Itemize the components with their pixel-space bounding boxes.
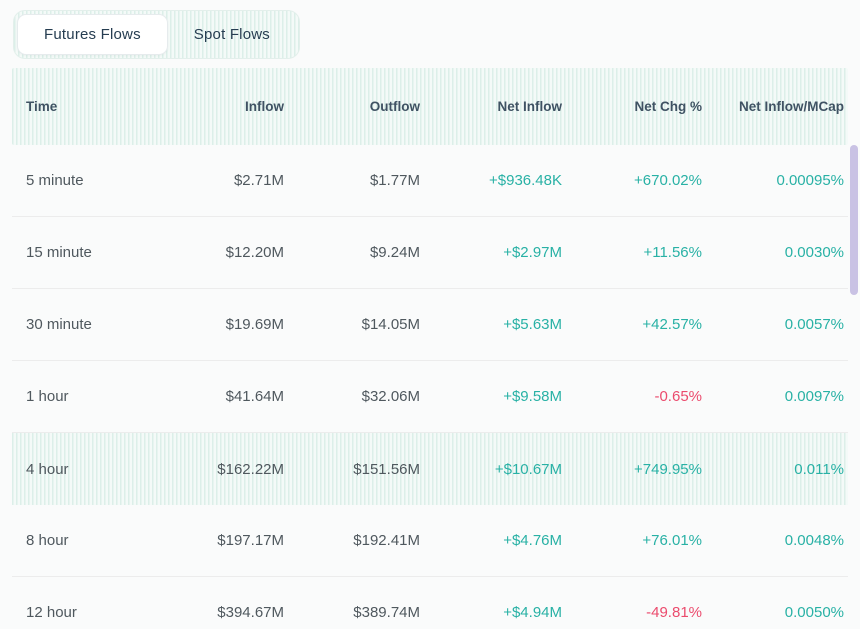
flows-tabs: Futures Flows Spot Flows <box>13 10 300 59</box>
cell-net-inflow-mcap: 0.00095% <box>776 172 844 189</box>
cell-net-inflow: +$9.58M <box>503 388 562 405</box>
cell-inflow: $19.69M <box>225 316 284 333</box>
cell-net-inflow-mcap: 0.0050% <box>784 604 844 621</box>
cell-net-inflow-mcap: 0.0057% <box>784 316 844 333</box>
table-row[interactable]: 15 minute $12.20M $9.24M +$2.97M +11.56% 0.00… <box>12 217 848 289</box>
cell-outflow: $1.77M <box>369 172 420 189</box>
cell-net-chg: -49.81% <box>646 604 702 621</box>
cell-inflow: $2.71M <box>233 172 284 189</box>
cell-net-inflow: +$4.94M <box>503 604 562 621</box>
cell-outflow: $32.06M <box>361 388 420 405</box>
cell-net-inflow: +$5.63M <box>503 316 562 333</box>
cell-time: 12 hour <box>26 604 77 621</box>
cell-time: 1 hour <box>26 388 69 405</box>
cell-net-chg: +76.01% <box>642 532 702 549</box>
tab-spot-flows[interactable]: Spot Flows <box>168 14 296 55</box>
cell-time: 30 minute <box>26 316 92 333</box>
column-header-inflow: Inflow <box>245 99 284 114</box>
table-body: 5 minute $2.71M $1.77M +$936.48K +670.02% 0.0… <box>12 145 848 629</box>
cell-time: 8 hour <box>26 532 69 549</box>
cell-net-chg: +749.95% <box>634 460 702 478</box>
column-header-net-inflow: Net Inflow <box>497 99 563 114</box>
scrollbar-thumb[interactable] <box>850 145 858 295</box>
table-row[interactable]: 5 minute $2.71M $1.77M +$936.48K +670.02% 0.0… <box>12 145 848 217</box>
cell-outflow: $151.56M <box>353 460 420 478</box>
cell-time: 4 hour <box>26 460 69 478</box>
cell-net-inflow: +$10.67M <box>494 460 562 478</box>
cell-net-chg: -0.65% <box>654 388 702 405</box>
cell-inflow: $162.22M <box>217 460 284 478</box>
cell-inflow: $41.64M <box>225 388 284 405</box>
cell-net-inflow-mcap: 0.0030% <box>784 244 844 261</box>
cell-outflow: $389.74M <box>353 604 420 621</box>
cell-outflow: $9.24M <box>369 244 420 261</box>
cell-inflow: $394.67M <box>217 604 284 621</box>
cell-net-inflow: +$4.76M <box>503 532 562 549</box>
flows-table: Time Inflow Outflow Net Inflow Net Chg % Net … <box>12 68 848 629</box>
table-row[interactable]: 1 hour $41.64M $32.06M +$9.58M -0.65% 0.0097% <box>12 361 848 433</box>
column-header-time: Time <box>26 99 58 114</box>
table-row[interactable]: 12 hour $394.67M $389.74M +$4.94M -49.81% 0.0… <box>12 577 848 629</box>
vertical-scrollbar[interactable] <box>850 145 860 629</box>
cell-net-inflow: +$2.97M <box>503 244 562 261</box>
cell-net-inflow-mcap: 0.011% <box>794 460 844 478</box>
cell-net-chg: +42.57% <box>642 316 702 333</box>
column-header-outflow: Outflow <box>369 99 420 114</box>
table-header-row: Time Inflow Outflow Net Inflow Net Chg % Net … <box>12 68 848 145</box>
table-row[interactable]: 4 hour $162.22M $151.56M +$10.67M +749.95% 0.… <box>12 433 848 505</box>
column-header-net-inflow-mcap: Net Inflow/MCap <box>739 99 844 114</box>
cell-net-inflow-mcap: 0.0048% <box>784 532 844 549</box>
cell-net-inflow-mcap: 0.0097% <box>784 388 844 405</box>
table-row[interactable]: 8 hour $197.17M $192.41M +$4.76M +76.01% 0.00… <box>12 505 848 577</box>
cell-time: 15 minute <box>26 244 92 261</box>
cell-outflow: $14.05M <box>361 316 420 333</box>
column-header-net-chg-: Net Chg % <box>634 99 703 114</box>
cell-net-chg: +11.56% <box>643 244 702 261</box>
cell-inflow: $197.17M <box>217 532 284 549</box>
cell-time: 5 minute <box>26 172 84 189</box>
cell-outflow: $192.41M <box>353 532 420 549</box>
tab-futures-flows[interactable]: Futures Flows <box>17 14 168 55</box>
table-row[interactable]: 30 minute $19.69M $14.05M +$5.63M +42.57% 0.0… <box>12 289 848 361</box>
cell-net-inflow: +$936.48K <box>489 172 562 189</box>
cell-inflow: $12.20M <box>225 244 284 261</box>
cell-net-chg: +670.02% <box>634 172 702 189</box>
